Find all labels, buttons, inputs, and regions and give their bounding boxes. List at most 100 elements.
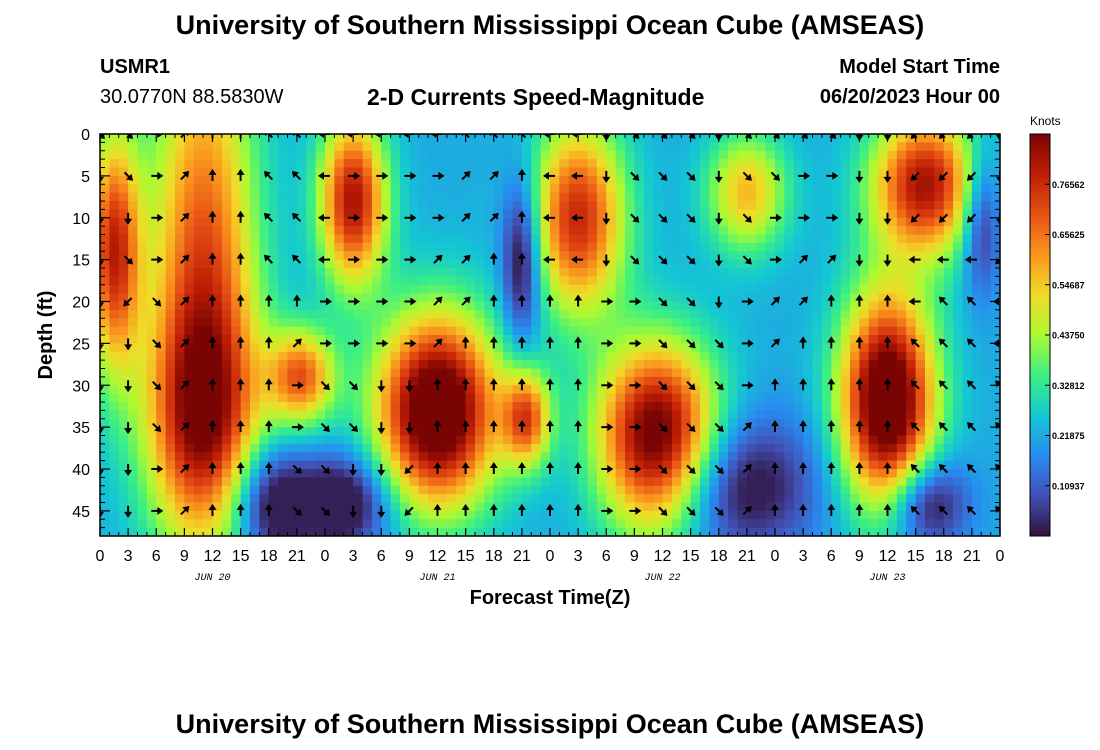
heatmap-cell (803, 251, 814, 261)
heatmap-cell (803, 184, 814, 194)
heatmap-cell (540, 519, 551, 529)
heatmap-cell (212, 368, 223, 378)
heatmap-cell (184, 251, 195, 261)
current-arrow (374, 134, 387, 138)
heatmap-cell (128, 351, 139, 361)
heatmap-cell (531, 251, 542, 261)
heatmap-cell (868, 259, 879, 269)
heatmap-cell (634, 293, 645, 303)
current-arrow (292, 294, 301, 307)
heatmap-cell (690, 351, 701, 361)
heatmap-cell (334, 134, 345, 143)
heatmap-cell (512, 226, 523, 236)
heatmap-cell (343, 343, 354, 353)
heatmap-cell (587, 351, 598, 361)
heatmap-cell (203, 326, 214, 336)
heatmap-cell (625, 159, 635, 169)
heatmap-cell (990, 159, 1000, 169)
heatmap-cell (268, 242, 279, 252)
heatmap-cell (756, 376, 767, 386)
heatmap-cell (521, 510, 532, 520)
heatmap-cell (259, 276, 270, 286)
current-arrow (517, 210, 526, 223)
heatmap-cell (409, 226, 420, 236)
heatmap-cell (128, 443, 139, 453)
heatmap-cell (409, 443, 420, 453)
heatmap-cell (831, 142, 842, 152)
heatmap-cell (971, 301, 982, 311)
heatmap-cell (315, 435, 326, 445)
heatmap-cell (568, 452, 579, 462)
heatmap-cell (493, 351, 504, 361)
heatmap-cell (250, 184, 260, 194)
heatmap-cell (446, 251, 457, 261)
heatmap-cell (371, 251, 382, 261)
heatmap-cell (559, 477, 570, 487)
heatmap-cell (896, 343, 907, 353)
heatmap-cell (990, 368, 1000, 378)
heatmap-cell (278, 251, 289, 261)
heatmap-cell (671, 452, 682, 462)
heatmap-cell (437, 301, 448, 311)
heatmap-cell (503, 159, 514, 169)
heatmap-cell (615, 410, 626, 420)
heatmap-cell (362, 142, 373, 152)
heatmap-cell (915, 410, 926, 420)
heatmap-cell (831, 443, 842, 453)
heatmap-cell (128, 343, 139, 353)
heatmap-cell (728, 477, 739, 487)
heatmap-cell (615, 418, 626, 428)
heatmap-cell (793, 326, 804, 336)
current-arrow (264, 294, 273, 307)
heatmap-cell (831, 234, 842, 244)
heatmap-cell (915, 443, 926, 453)
heatmap-cell (343, 201, 354, 210)
heatmap-cell (250, 209, 260, 219)
heatmap-cell (334, 276, 345, 286)
heatmap-cell (296, 134, 307, 143)
heatmap-cell (728, 360, 739, 370)
heatmap-cell (971, 251, 982, 261)
heatmap-cell (334, 360, 345, 370)
heatmap-cell (231, 418, 242, 428)
heatmap-cell (109, 519, 120, 529)
heatmap-cell (475, 368, 485, 378)
heatmap-cell (400, 192, 410, 202)
heatmap-cell (456, 318, 467, 328)
heatmap-cell (578, 175, 589, 185)
heatmap-cell (803, 293, 814, 303)
heatmap-cell (943, 477, 954, 487)
heatmap-cell (840, 242, 851, 252)
heatmap-cell (428, 477, 439, 487)
heatmap-cell (156, 435, 167, 445)
heatmap-cell (521, 175, 532, 185)
current-arrow (629, 506, 642, 515)
heatmap-cell (184, 201, 195, 210)
heatmap-cell (184, 217, 195, 227)
heatmap-cell (793, 134, 804, 143)
heatmap-cell (681, 159, 692, 169)
heatmap-cell (193, 402, 204, 411)
heatmap-cell (203, 184, 214, 194)
heatmap-cell (437, 402, 448, 411)
heatmap-cell (746, 494, 757, 504)
heatmap-cell (146, 494, 157, 504)
heatmap-cell (400, 477, 410, 487)
heatmap-cell (512, 393, 523, 403)
heatmap-cell (184, 134, 195, 143)
heatmap-cell (596, 217, 607, 227)
heatmap-cell (690, 184, 701, 194)
heatmap-cell (568, 326, 579, 336)
heatmap-cell (784, 435, 795, 445)
heatmap-cell (493, 477, 504, 487)
heatmap-cell (390, 452, 401, 462)
heatmap-cell (287, 192, 298, 202)
heatmap-cell (578, 343, 589, 353)
heatmap-cell (653, 167, 664, 177)
heatmap-cell (109, 150, 120, 160)
heatmap-cell (437, 209, 448, 219)
heatmap-cell (887, 201, 898, 210)
heatmap-cell (915, 301, 926, 311)
heatmap-cell (381, 192, 392, 202)
heatmap-cell (475, 519, 485, 529)
